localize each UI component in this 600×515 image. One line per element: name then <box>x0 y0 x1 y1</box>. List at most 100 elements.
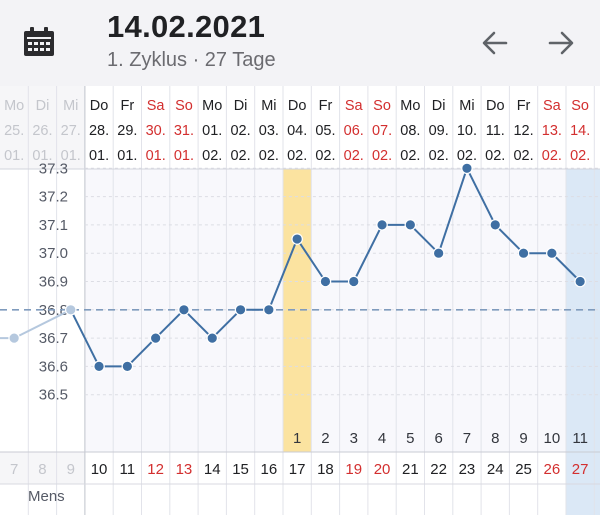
previous-cycle-temperature-point[interactable] <box>8 332 20 344</box>
temperature-point[interactable] <box>319 275 332 288</box>
month-label: 02. <box>542 148 562 164</box>
temperature-point[interactable] <box>546 247 558 259</box>
y-axis-tick-label: 37.0 <box>39 245 68 262</box>
day-label: 04. <box>287 123 307 139</box>
temperature-point[interactable] <box>517 247 530 259</box>
day-label: 25. <box>4 123 24 139</box>
post-ovulation-day-count: 4 <box>378 430 386 447</box>
temperature-line <box>99 167 581 368</box>
temperature-point[interactable] <box>347 275 360 288</box>
day-label: 02. <box>230 123 250 139</box>
day-label: 01. <box>202 123 222 139</box>
temperature-chart[interactable]: Mo 25. 01. Di 26. 01. Mi 27. 01. Do 28. 01. Fr 29. 01.… <box>0 86 600 515</box>
weekday-label: Mi <box>459 98 474 114</box>
y-axis-tick-label: 36.6 <box>39 358 68 375</box>
y-axis-tick-label: 36.5 <box>39 387 68 404</box>
weekday-label: So <box>571 98 589 114</box>
weekday-label: Do <box>288 98 307 114</box>
app-header: 14.02.2021 1. Zyklus · 27 Tage <box>0 0 600 87</box>
temperature-point[interactable] <box>234 304 247 316</box>
calendar-icon <box>24 27 54 56</box>
y-axis-tick-label: 37.1 <box>39 217 68 234</box>
cycle-day-number: 21 <box>402 461 419 478</box>
arrow-right-icon <box>548 31 574 55</box>
previous-cycle-footer-shade <box>0 452 85 484</box>
weekday-label: Mi <box>63 98 78 114</box>
month-label: 01. <box>89 148 109 164</box>
temperature-point[interactable] <box>121 360 134 373</box>
cycle-day-number: 8 <box>38 461 46 478</box>
day-label: 11. <box>486 123 505 139</box>
month-label: 02. <box>202 148 222 164</box>
weekday-label: Sa <box>345 98 364 114</box>
month-label: 01. <box>146 148 166 164</box>
cycle-day-number: 19 <box>345 461 362 478</box>
temperature-point[interactable] <box>291 233 303 245</box>
cycle-day-number: 23 <box>459 461 476 478</box>
month-label: 01. <box>174 148 194 164</box>
temperature-point[interactable] <box>404 219 417 231</box>
temperature-point[interactable] <box>376 219 388 231</box>
temperature-point[interactable] <box>263 304 275 316</box>
cycle-day-number: 13 <box>176 461 193 478</box>
weekday-label: Mo <box>202 98 222 114</box>
cycle-day-number: 11 <box>120 461 136 478</box>
cycle-day-number: 15 <box>232 461 249 478</box>
day-label: 09. <box>429 123 449 139</box>
month-label: 01. <box>32 148 52 164</box>
weekday-label: So <box>373 98 391 114</box>
day-label: 29. <box>117 123 137 139</box>
weekday-label: Sa <box>543 98 562 114</box>
cycle-day-number: 26 <box>544 461 561 478</box>
post-ovulation-day-count: 6 <box>434 430 442 447</box>
weekday-label: Mi <box>261 98 276 114</box>
day-label: 08. <box>400 123 420 139</box>
month-label: 02. <box>315 148 335 164</box>
post-ovulation-day-count: 9 <box>519 430 527 447</box>
month-label: 01. <box>61 148 81 164</box>
cycle-day-number: 16 <box>261 461 278 478</box>
temperature-point[interactable] <box>178 304 190 316</box>
day-label: 10. <box>457 123 477 139</box>
temperature-point[interactable] <box>93 360 105 373</box>
day-label: 28. <box>89 123 109 139</box>
weekday-label: Do <box>486 98 505 114</box>
cycle-info: 1. Zyklus · 27 Tage <box>107 49 276 71</box>
temperature-point[interactable] <box>489 219 502 231</box>
temperature-point[interactable] <box>206 332 219 344</box>
calendar-button[interactable] <box>22 26 56 58</box>
y-axis-tick-label: 36.7 <box>39 330 68 347</box>
day-label: 05. <box>315 123 335 139</box>
y-axis-tick-label: 37.3 <box>39 160 68 177</box>
cycle-day-number: 18 <box>317 461 334 478</box>
weekday-label: Fr <box>517 98 531 114</box>
previous-cycle-temperature-point[interactable] <box>64 304 77 316</box>
month-label: 02. <box>485 148 505 164</box>
cycle-day-number: 14 <box>204 461 221 478</box>
current-date: 14.02.2021 <box>107 9 266 44</box>
month-label: 02. <box>570 148 590 164</box>
cycle-day-number: 12 <box>147 461 164 478</box>
temperature-point[interactable] <box>461 162 473 175</box>
next-button[interactable] <box>546 30 576 56</box>
temperature-point[interactable] <box>149 332 162 344</box>
weekday-label: Sa <box>147 98 166 114</box>
cycle-day-number: 20 <box>374 461 391 478</box>
day-label: 27. <box>61 123 81 139</box>
previous-button[interactable] <box>480 30 510 56</box>
post-ovulation-day-count: 8 <box>491 430 499 447</box>
cycle-day-number: 9 <box>67 461 75 478</box>
month-label: 02. <box>230 148 250 164</box>
post-ovulation-day-count: 1 <box>293 430 301 447</box>
weekday-label: Mo <box>400 98 420 114</box>
temperature-point[interactable] <box>432 247 445 259</box>
post-ovulation-day-count: 7 <box>463 430 471 447</box>
ovulation-day-band <box>283 169 312 452</box>
cycle-day-number: 27 <box>572 461 589 478</box>
post-ovulation-day-count: 5 <box>406 430 414 447</box>
cycle-day-number: 25 <box>515 461 532 478</box>
arrow-left-icon <box>482 31 508 55</box>
day-label: 14. <box>570 123 590 139</box>
weekday-label: Di <box>36 98 50 114</box>
temperature-point[interactable] <box>574 275 586 288</box>
